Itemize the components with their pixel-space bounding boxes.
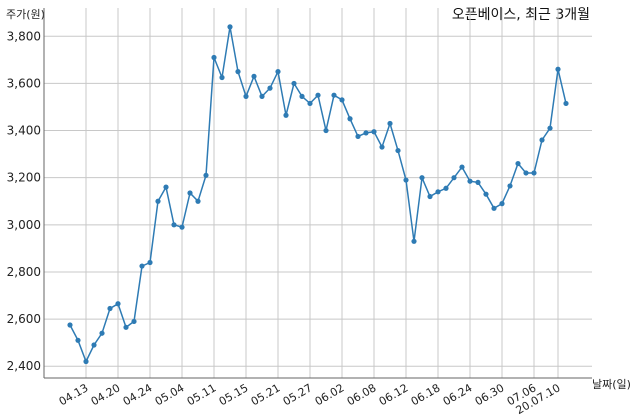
data-point bbox=[211, 54, 217, 61]
data-point bbox=[515, 160, 521, 167]
data-point bbox=[283, 112, 289, 118]
data-point bbox=[331, 92, 337, 98]
data-point bbox=[419, 175, 425, 181]
data-point bbox=[547, 125, 553, 131]
data-point bbox=[171, 222, 177, 228]
x-tick-label: 04.24 bbox=[121, 381, 155, 408]
data-point bbox=[555, 66, 561, 72]
x-tick-label: 05.04 bbox=[153, 381, 187, 408]
data-point bbox=[187, 190, 193, 196]
data-point bbox=[435, 189, 441, 195]
data-point bbox=[243, 93, 249, 99]
data-point bbox=[339, 97, 345, 103]
data-point bbox=[219, 74, 225, 81]
data-point bbox=[131, 318, 137, 325]
axes bbox=[43, 8, 592, 379]
data-point bbox=[395, 147, 401, 154]
data-point bbox=[323, 127, 329, 134]
x-axis-label: 날짜(일) bbox=[592, 377, 631, 391]
x-tick-label: 05.21 bbox=[249, 381, 283, 408]
x-tick-label: 04.20 bbox=[89, 381, 123, 408]
data-point bbox=[179, 224, 185, 230]
data-point bbox=[347, 116, 353, 122]
y-tick-label: 3,400 bbox=[7, 124, 41, 138]
y-tick-label: 3,200 bbox=[7, 171, 41, 185]
data-point bbox=[387, 120, 393, 127]
data-point bbox=[163, 184, 169, 190]
data-point bbox=[315, 92, 321, 98]
y-axis-label: 주가(원) bbox=[6, 8, 45, 21]
data-point bbox=[459, 164, 465, 170]
data-points bbox=[67, 24, 569, 365]
x-tick-label: 06.08 bbox=[345, 381, 379, 408]
y-tick-label: 3,000 bbox=[7, 218, 41, 232]
grid bbox=[44, 8, 592, 378]
data-point bbox=[275, 69, 281, 75]
data-point bbox=[99, 330, 105, 336]
data-point bbox=[507, 183, 513, 189]
x-tick-label: 06.02 bbox=[313, 381, 347, 408]
data-point bbox=[259, 93, 265, 99]
x-tick-label: 06.18 bbox=[409, 381, 443, 408]
x-tick-label: 05.27 bbox=[281, 381, 315, 408]
chart-title: 오픈베이스, 최근 3개월 bbox=[452, 7, 590, 23]
x-tick-label: 05.15 bbox=[217, 381, 251, 408]
x-tick-label: 04.13 bbox=[57, 381, 91, 408]
data-point bbox=[379, 144, 385, 150]
data-point bbox=[67, 322, 73, 328]
x-tick-label: 05.11 bbox=[185, 381, 219, 408]
x-tick-label: 06.24 bbox=[441, 381, 475, 408]
data-point bbox=[299, 93, 305, 99]
data-point bbox=[115, 301, 121, 307]
data-point bbox=[451, 175, 457, 181]
data-point bbox=[563, 100, 569, 107]
data-point bbox=[235, 69, 241, 75]
y-tick-label: 3,600 bbox=[7, 76, 41, 90]
data-point bbox=[475, 179, 481, 185]
y-tick-label: 2,400 bbox=[7, 359, 41, 373]
data-point bbox=[427, 193, 433, 200]
x-ticks: 04.1304.2004.2405.0405.1105.1505.2105.27… bbox=[57, 381, 563, 417]
data-point bbox=[531, 170, 537, 176]
data-point bbox=[147, 259, 153, 266]
data-point bbox=[307, 100, 313, 107]
y-tick-label: 3,800 bbox=[7, 29, 41, 43]
series bbox=[69, 26, 567, 364]
data-point bbox=[203, 172, 209, 178]
data-point bbox=[123, 324, 129, 330]
data-point bbox=[363, 130, 369, 136]
data-point bbox=[291, 80, 297, 87]
data-point bbox=[227, 24, 233, 30]
data-point bbox=[371, 129, 377, 135]
data-point bbox=[155, 198, 161, 204]
data-point bbox=[411, 238, 417, 244]
data-point bbox=[83, 358, 89, 365]
data-point bbox=[91, 342, 97, 348]
data-point bbox=[499, 201, 505, 207]
data-point bbox=[139, 263, 145, 269]
data-point bbox=[467, 178, 473, 184]
data-point bbox=[75, 337, 81, 343]
data-point bbox=[491, 205, 497, 211]
y-tick-label: 2,600 bbox=[7, 312, 41, 326]
data-point bbox=[107, 305, 113, 312]
y-ticks: 2,400 2,600 2,800 3,000 3,200 3,400 3,600 3,800 bbox=[7, 29, 41, 373]
x-tick-label: 06.30 bbox=[473, 381, 507, 408]
data-point bbox=[443, 185, 449, 191]
y-tick-label: 2,800 bbox=[7, 265, 41, 279]
data-point bbox=[267, 85, 273, 91]
data-point bbox=[483, 191, 489, 197]
data-point bbox=[251, 73, 257, 79]
data-point bbox=[523, 170, 529, 176]
series-line bbox=[69, 26, 567, 364]
x-tick-label: 06.12 bbox=[377, 381, 411, 408]
data-point bbox=[355, 133, 361, 140]
data-point bbox=[539, 137, 545, 143]
data-point bbox=[195, 198, 201, 204]
data-point bbox=[403, 177, 409, 183]
